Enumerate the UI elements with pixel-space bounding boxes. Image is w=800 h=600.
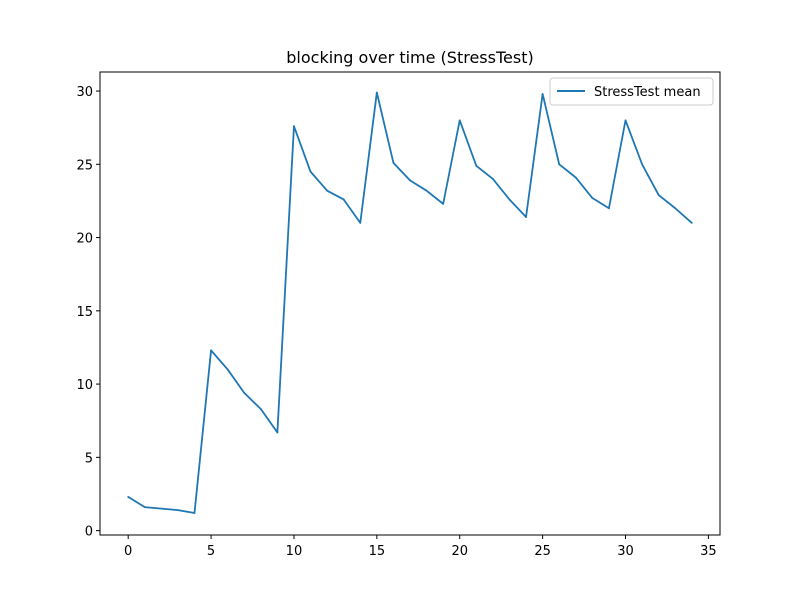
- data-point: [641, 163, 643, 166]
- series-layer: [127, 91, 693, 514]
- legend-label-series-0: StressTest mean: [594, 85, 701, 100]
- x-tick-label: 25: [534, 544, 551, 559]
- chart-title: blocking over time (StressTest): [286, 48, 533, 67]
- data-point: [226, 368, 229, 371]
- x-tick-label: 35: [700, 544, 717, 559]
- x-axis-ticks: 0 5 10 15 20 25 30 35: [124, 535, 717, 559]
- x-tick-label: 0: [124, 544, 132, 559]
- y-tick-label: 20: [76, 232, 93, 247]
- data-point: [690, 222, 693, 224]
- data-point: [375, 91, 378, 94]
- data-point: [392, 161, 395, 164]
- data-point: [541, 93, 544, 95]
- data-point: [326, 189, 329, 192]
- data-point: [458, 119, 461, 122]
- data-point: [293, 125, 295, 128]
- data-point: [276, 431, 279, 434]
- data-point: [475, 164, 478, 167]
- data-point: [193, 512, 196, 514]
- data-point: [259, 408, 262, 410]
- data-point: [574, 176, 577, 179]
- legend: StressTest mean: [549, 77, 714, 106]
- data-point: [657, 194, 660, 196]
- y-tick-label: 0: [85, 525, 93, 540]
- data-point: [359, 222, 362, 224]
- data-point: [674, 207, 677, 210]
- data-point: [177, 509, 179, 511]
- data-point: [143, 506, 146, 509]
- data-point: [243, 391, 246, 394]
- x-tick-label: 15: [369, 544, 386, 559]
- y-tick-label: 5: [85, 451, 93, 466]
- data-point: [442, 202, 445, 205]
- data-point: [409, 179, 411, 182]
- y-axis-ticks: 0 5 10 15 20 25 30: [76, 85, 100, 540]
- x-tick-label: 20: [451, 544, 468, 559]
- y-tick-label: 30: [76, 85, 93, 100]
- data-point: [525, 216, 527, 218]
- data-point: [558, 163, 561, 166]
- data-point: [591, 197, 594, 199]
- data-point: [342, 198, 345, 201]
- data-point: [624, 119, 627, 122]
- y-tick-label: 25: [76, 158, 93, 173]
- data-point: [160, 507, 163, 510]
- y-tick-label: 15: [76, 305, 93, 320]
- data-point: [508, 198, 511, 201]
- legend-box: [549, 77, 714, 106]
- y-tick-label: 10: [76, 378, 93, 393]
- data-point: [127, 496, 130, 498]
- x-tick-label: 5: [207, 544, 215, 559]
- x-tick-label: 30: [617, 544, 634, 559]
- data-point: [210, 349, 212, 352]
- plot-frame: [99, 71, 721, 536]
- data-point: [491, 178, 494, 180]
- data-point: [425, 189, 428, 192]
- data-point: [608, 207, 610, 210]
- data-point: [309, 170, 312, 173]
- x-tick-label: 10: [286, 544, 303, 559]
